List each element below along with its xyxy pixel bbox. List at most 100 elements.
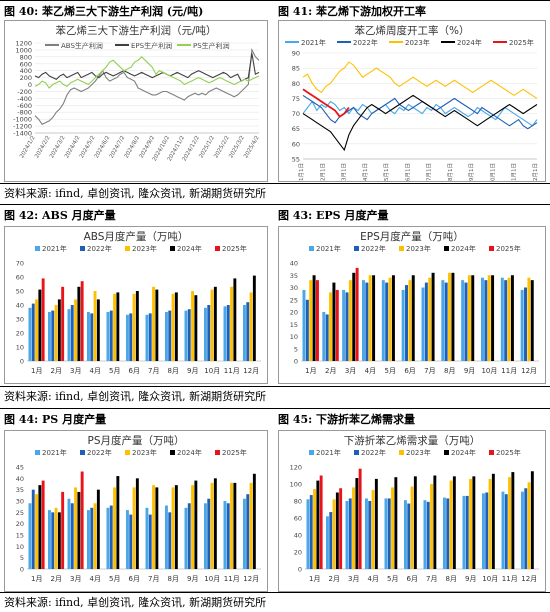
caption-fig44: 图 44: PS 月度产量 <box>4 413 107 426</box>
bar-abs-2021年-10月 <box>204 307 207 361</box>
bar-eps-2024年-2月 <box>332 282 336 361</box>
y-tick-label-oprate: 80 <box>292 80 300 88</box>
x-tick-label-abs: 3月 <box>70 367 81 375</box>
bar-eps-2021年-12月 <box>520 289 524 361</box>
bar-eps-2022年-4月 <box>365 282 369 361</box>
bar-ps-2024年-6月 <box>135 478 139 569</box>
legend-label-eps: 2023年 <box>406 244 431 253</box>
y-tick-label-ps: 30 <box>16 498 24 506</box>
chart-abs: ABS月度产量（万吨） 2021年 2022年 2023年 2024年 2025年 70 60… <box>16 230 261 375</box>
bar-eps-2023年-8月 <box>448 272 452 361</box>
legend-swatch-abs <box>215 246 220 251</box>
bar-ps-2024年-10月 <box>213 478 217 569</box>
bar-demand-2021年-6月 <box>404 500 407 569</box>
series-line-oprate-2025年 <box>302 88 350 118</box>
bar-abs-2021年-11月 <box>223 306 227 361</box>
legend-label-demand: 2023年 <box>406 448 431 457</box>
bar-demand-2021年-10月 <box>482 493 485 569</box>
y-tick-label-eps: 25 <box>290 296 298 304</box>
bar-abs-2023年-7月 <box>152 286 155 361</box>
bar-ps-2023年-2月 <box>54 507 58 569</box>
y-tick-label-profit: -1000 <box>13 116 32 124</box>
bar-abs-2024年-2月 <box>57 299 61 361</box>
legend-swatch-demand <box>399 450 404 455</box>
x-tick-label-eps: 2月 <box>325 367 336 375</box>
bar-abs-2024年-3月 <box>77 286 81 361</box>
bar-ps-2021年-3月 <box>67 498 71 569</box>
bar-abs-2022年-7月 <box>148 313 152 361</box>
y-tick-label-demand: 0 <box>298 566 302 574</box>
y-tick-label-demand: 20 <box>294 549 302 557</box>
bar-eps-2022年-8月 <box>444 282 448 361</box>
bar-eps-2021年-2月 <box>322 312 326 361</box>
bar-abs-2023年-9月 <box>191 291 194 361</box>
bar-demand-2023年-9月 <box>469 478 472 569</box>
y-tick-label-profit: -1400 <box>13 130 32 138</box>
bar-abs-2022年-1月 <box>31 303 35 361</box>
y-tick-label-profit: -400 <box>17 95 32 103</box>
bar-abs-2023年-8月 <box>171 293 175 361</box>
bar-eps-2024年-4月 <box>372 275 376 361</box>
x-tick-label-abs: 2月 <box>51 367 62 375</box>
x-tick-label-abs: 4月 <box>90 367 101 375</box>
series-line-profit-PS生产利润 <box>34 56 260 89</box>
y-tick-label-oprate: 70 <box>292 110 300 118</box>
bar-abs-2022年-10月 <box>207 305 211 361</box>
bar-abs-2022年-9月 <box>187 309 191 361</box>
bar-demand-2024年-5月 <box>394 477 398 569</box>
bar-eps-2023年-3月 <box>348 280 352 361</box>
source-note-1: 资料来源: ifind, 卓创资讯, 隆众资讯, 新湖期货研究所 <box>4 187 267 200</box>
y-tick-label-oprate: 65 <box>292 125 300 133</box>
chart-panel-demand: 下游折苯乙烯需求量（万吨） 2021年 2022年 2023年 2024年 2025年 12… <box>278 430 546 592</box>
bar-demand-2023年-10月 <box>488 478 492 569</box>
bar-demand-2022年-1月 <box>309 495 313 569</box>
x-tick-label-ps: 8月 <box>168 575 179 583</box>
x-tick-label-demand: 6月 <box>407 575 418 583</box>
legend-label-abs: 2024年 <box>177 244 202 253</box>
bar-ps-2024年-3月 <box>77 491 81 569</box>
y-tick-label-demand: 120 <box>290 464 302 472</box>
bar-ps-2024年-8月 <box>174 485 178 569</box>
chart-title-ps: PS月度产量（万吨） <box>88 434 185 447</box>
bar-demand-2024年-6月 <box>413 476 417 569</box>
series-line-oprate-2023年 <box>302 61 538 99</box>
y-tick-label-ps: 25 <box>16 509 24 517</box>
y-tick-label-abs: 30 <box>16 316 24 324</box>
bar-ps-2021年-11月 <box>223 501 227 569</box>
legend-label-demand: 2022年 <box>361 448 386 457</box>
legend-label-eps: 2025年 <box>496 244 521 253</box>
legend-label-profit: PS生产利润 <box>193 41 230 50</box>
x-tick-label-demand: 3月 <box>348 575 359 583</box>
legend-label-ps: 2021年 <box>42 448 67 457</box>
legend-swatch-demand <box>309 450 314 455</box>
bar-ps-2022年-10月 <box>207 498 211 569</box>
legend-swatch-abs <box>125 246 130 251</box>
bar-eps-2021年-8月 <box>441 280 445 361</box>
bar-demand-2024年-4月 <box>374 478 378 569</box>
bar-demand-2025年-2月 <box>339 488 343 569</box>
bar-demand-2023年-4月 <box>371 489 375 569</box>
bar-eps-2024年-7月 <box>431 272 435 361</box>
y-tick-label-abs: 10 <box>16 344 24 352</box>
y-tick-label-demand: 40 <box>294 532 302 540</box>
caption-fig41: 图 41: 苯乙烯下游加权开工率 <box>278 5 427 18</box>
caption-top-rule <box>0 0 550 1</box>
bar-demand-2022年-9月 <box>465 495 469 569</box>
x-tick-label-oprate: 2月1日 <box>319 163 326 181</box>
bar-demand-2022年-2月 <box>329 512 333 569</box>
y-tick-label-ps: 10 <box>16 543 24 551</box>
legend-label-oprate: 2024年 <box>457 38 482 47</box>
y-tick-label-profit: -600 <box>17 102 32 110</box>
bar-demand-2022年-5月 <box>387 498 391 569</box>
y-tick-label-demand: 100 <box>290 481 302 489</box>
legend-swatch-ps <box>170 450 175 455</box>
bar-ps-2025年-2月 <box>61 491 65 569</box>
bar-eps-2023年-11月 <box>507 277 511 361</box>
bar-eps-2023年-7月 <box>428 277 432 361</box>
x-tick-label-ps: 10月 <box>204 575 220 583</box>
legend-label-eps: 2021年 <box>316 244 341 253</box>
chart-title-eps: EPS月度产量（万吨） <box>360 230 464 243</box>
chart-demand: 下游折苯乙烯需求量（万吨）2021年 2022年 2023年 2024年 2025年 12… <box>290 434 539 583</box>
caption-fig42: 图 42: ABS 月度产量 <box>4 209 116 222</box>
bar-ps-2022年-2月 <box>51 512 55 569</box>
